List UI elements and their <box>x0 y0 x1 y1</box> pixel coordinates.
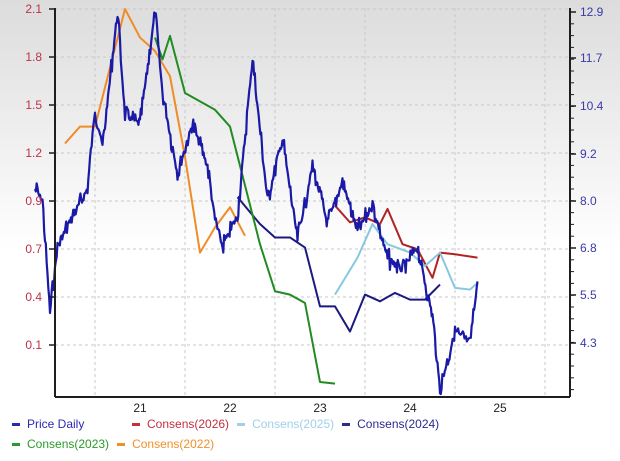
legend-swatch <box>132 422 140 426</box>
svg-text:11.7: 11.7 <box>580 51 603 65</box>
svg-text:0.9: 0.9 <box>25 194 42 208</box>
legend-swatch <box>12 422 20 426</box>
svg-text:5.5: 5.5 <box>580 288 597 302</box>
series-consens-2025 <box>334 223 479 296</box>
left-axis-ticks: 2.1 1.8 1.5 1.2 0.9 0.7 0.4 0.1 <box>25 2 55 352</box>
svg-text:25: 25 <box>493 401 507 415</box>
series-consens-2024 <box>236 196 441 333</box>
legend-item-consens-2024[interactable]: Consens(2024) <box>340 414 439 434</box>
series-consens-2022 <box>64 8 246 254</box>
svg-text:1.5: 1.5 <box>25 98 42 112</box>
svg-text:0.1: 0.1 <box>25 338 42 352</box>
legend-item-price-daily[interactable]: Price Daily <box>10 414 122 434</box>
right-axis-ticks: 12.9 11.7 10.4 9.2 8.0 6.8 5.5 4.3 <box>570 5 604 391</box>
svg-text:9.2: 9.2 <box>580 147 597 161</box>
legend-label: Consens(2023) <box>27 437 110 451</box>
svg-text:23: 23 <box>313 401 327 415</box>
legend-label: Consens(2026) <box>147 417 230 431</box>
legend-label: Consens(2024) <box>357 417 440 431</box>
svg-text:21: 21 <box>133 401 147 415</box>
legend-swatch <box>342 422 351 426</box>
legend-item-consens-2022[interactable]: Consens(2022) <box>115 434 214 454</box>
svg-text:24: 24 <box>403 401 417 415</box>
legend-item-consens-2023[interactable]: Consens(2023) <box>10 434 109 454</box>
legend-row-2: Consens(2023) Consens(2022) <box>10 434 610 454</box>
svg-text:0.4: 0.4 <box>25 290 42 304</box>
svg-text:1.8: 1.8 <box>25 50 42 64</box>
svg-text:6.8: 6.8 <box>580 241 597 255</box>
series-consens-2023 <box>154 34 336 385</box>
svg-text:8.0: 8.0 <box>580 194 597 208</box>
x-axis-ticks: 21 22 23 24 25 <box>133 401 507 415</box>
svg-text:10.4: 10.4 <box>580 99 604 113</box>
legend-label: Consens(2022) <box>132 437 215 451</box>
series-lines <box>33 8 479 396</box>
series-price-daily <box>33 11 479 396</box>
legend-row-1: Price Daily Consens(2026) Consens(2025) … <box>10 414 610 434</box>
svg-text:4.3: 4.3 <box>580 336 597 350</box>
gridlines <box>55 8 570 397</box>
legend: Price Daily Consens(2026) Consens(2025) … <box>10 414 610 454</box>
svg-text:12.9: 12.9 <box>580 5 604 19</box>
svg-text:22: 22 <box>223 401 237 415</box>
legend-item-consens-2026[interactable]: Consens(2026) <box>130 414 229 434</box>
legend-swatch <box>237 422 246 426</box>
legend-item-consens-2025[interactable]: Consens(2025) <box>235 414 334 434</box>
legend-swatch <box>12 442 20 446</box>
legend-label: Price Daily <box>27 417 85 431</box>
svg-text:1.2: 1.2 <box>25 146 42 160</box>
legend-label: Consens(2025) <box>252 417 335 431</box>
svg-text:0.7: 0.7 <box>25 242 42 256</box>
legend-swatch <box>117 442 126 446</box>
svg-text:2.1: 2.1 <box>25 2 42 16</box>
